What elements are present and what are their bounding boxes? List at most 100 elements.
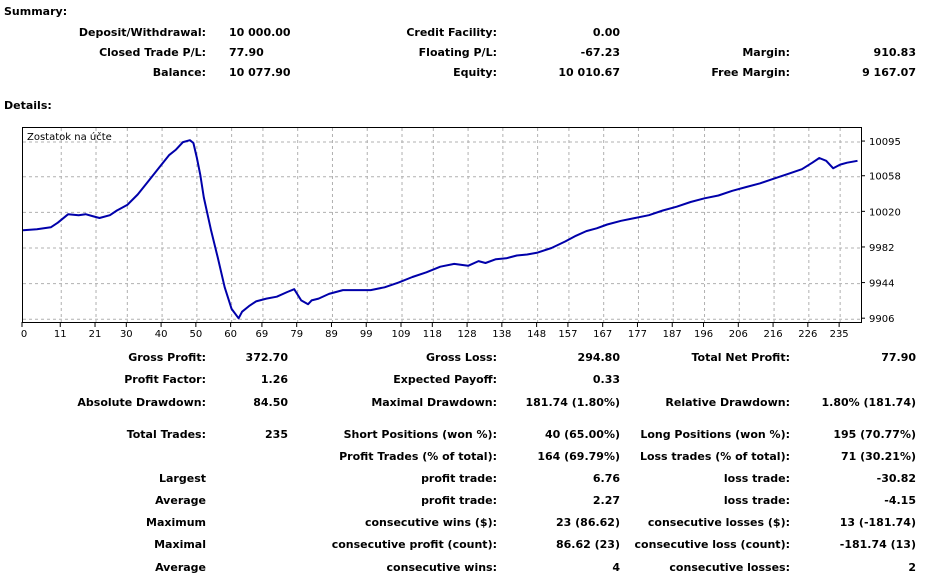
stats-label: Profit Trades (% of total): [339, 450, 497, 463]
summary-value: 9 167.07 [862, 66, 916, 79]
summary-value: 77.90 [229, 46, 264, 59]
stats-label: Maximal [154, 538, 206, 551]
y-tick-label: 9944 [869, 279, 894, 290]
x-tick-label: 118 [423, 329, 442, 337]
stats-label: consecutive wins: [386, 561, 497, 574]
stats-value: 13 (-181.74) [839, 516, 916, 529]
stats-value: 4 [612, 561, 620, 574]
stats-value: 2 [908, 561, 916, 574]
x-tick-label: 226 [798, 329, 817, 337]
y-tick-label: 10020 [869, 207, 901, 218]
summary-value: -67.23 [580, 46, 620, 59]
stats-label: Absolute Drawdown: [77, 396, 206, 409]
x-tick-label: 157 [558, 329, 577, 337]
x-tick-label: 196 [694, 329, 713, 337]
summary-value: 10 010.67 [558, 66, 620, 79]
x-tick-label: 187 [663, 329, 682, 337]
stats-label: Expected Payoff: [393, 373, 497, 386]
x-tick-label: 138 [492, 329, 511, 337]
stats-label: profit trade: [421, 472, 497, 485]
x-tick-label: 216 [764, 329, 783, 337]
x-tick-label: 206 [729, 329, 748, 337]
stats-label: profit trade: [421, 494, 497, 507]
stats-value: 84.50 [253, 396, 288, 409]
stats-value: 2.27 [592, 494, 620, 507]
stats-value: -4.15 [884, 494, 916, 507]
x-tick-label: 99 [360, 329, 373, 337]
stats-label: Profit Factor: [124, 373, 206, 386]
x-tick-label: 60 [224, 329, 237, 337]
stats-value: 164 (69.79%) [537, 450, 620, 463]
summary-label: Free Margin: [711, 66, 790, 79]
stats-label: Total Trades: [126, 428, 206, 441]
stats-label: loss trade: [723, 494, 790, 507]
stats-label: Maximal Drawdown: [371, 396, 497, 409]
stats-label: Average [155, 561, 206, 574]
stats-value: 1.26 [260, 373, 288, 386]
summary-value: 0.00 [592, 26, 620, 39]
summary-label: Equity: [453, 66, 497, 79]
stats-value: 23 (86.62) [556, 516, 620, 529]
y-tick-label: 10058 [869, 172, 901, 183]
stats-value: 372.70 [245, 351, 288, 364]
balance-chart-svg: Zostatok na účte [23, 128, 861, 322]
balance-chart: Zostatok na účte [22, 127, 862, 323]
summary-label: Closed Trade P/L: [99, 46, 206, 59]
stats-value: 0.33 [592, 373, 620, 386]
x-tick-label: 89 [325, 329, 338, 337]
x-tick-label: 11 [54, 329, 67, 337]
summary-label: Floating P/L: [418, 46, 497, 59]
x-tick-label: 50 [189, 329, 202, 337]
stats-label: Maximum [146, 516, 206, 529]
summary-heading: Summary: [4, 5, 68, 18]
stats-label: consecutive loss (count): [634, 538, 790, 551]
stats-label: Short Positions (won %): [343, 428, 497, 441]
stats-value: 294.80 [577, 351, 620, 364]
x-tick-label: 0 [21, 329, 27, 337]
x-tick-label: 177 [628, 329, 647, 337]
stats-value: -30.82 [876, 472, 916, 485]
stats-label: Relative Drawdown: [665, 396, 790, 409]
x-tick-label: 21 [89, 329, 102, 337]
stats-value: 40 (65.00%) [544, 428, 620, 441]
stats-label: Gross Loss: [426, 351, 497, 364]
chart-axes: 0 11 21 30 40 50 60 69 79 89 99 109 118 128 138 148 157 1… [21, 137, 901, 337]
summary-label: Balance: [152, 66, 206, 79]
stats-value: 235 [265, 428, 288, 441]
summary-label: Margin: [742, 46, 790, 59]
stats-value: 181.74 (1.80%) [525, 396, 621, 409]
x-tick-label: 69 [256, 329, 269, 337]
x-tick-label: 109 [391, 329, 410, 337]
x-tick-label: 148 [527, 329, 546, 337]
x-tick-label: 79 [290, 329, 303, 337]
stats-label: Long Positions (won %): [640, 428, 790, 441]
x-tick-label: 235 [830, 329, 849, 337]
stats-value: 86.62 (23) [556, 538, 620, 551]
summary-label: Deposit/Withdrawal: [78, 26, 206, 39]
stats-label: Largest [159, 472, 206, 485]
stats-value: 77.90 [881, 351, 916, 364]
summary-label: Credit Facility: [406, 26, 497, 39]
chart-title: Zostatok na účte [27, 131, 112, 143]
stats-value: 1.80% (181.74) [821, 396, 917, 409]
x-tick-label: 128 [458, 329, 477, 337]
y-tick-label: 9982 [869, 243, 894, 254]
stats-label: consecutive wins ($): [364, 516, 497, 529]
x-tick-label: 167 [593, 329, 612, 337]
stats-value: 6.76 [592, 472, 620, 485]
summary-value: 10 077.90 [229, 66, 291, 79]
summary-value: 910.83 [873, 46, 916, 59]
summary-value: 10 000.00 [229, 26, 291, 39]
stats-label: Total Net Profit: [691, 351, 791, 364]
stats-label: loss trade: [723, 472, 790, 485]
stats-value: 195 (70.77%) [833, 428, 916, 441]
x-tick-label: 40 [155, 329, 168, 337]
stats-value: -181.74 (13) [839, 538, 916, 551]
details-heading: Details: [4, 99, 52, 112]
x-tick-label: 30 [120, 329, 133, 337]
stats-label: consecutive profit (count): [331, 538, 497, 551]
stats-label: Loss trades (% of total): [639, 450, 790, 463]
stats-label: consecutive losses: [669, 561, 790, 574]
stats-label: Average [155, 494, 206, 507]
stats-label: consecutive losses ($): [647, 516, 790, 529]
